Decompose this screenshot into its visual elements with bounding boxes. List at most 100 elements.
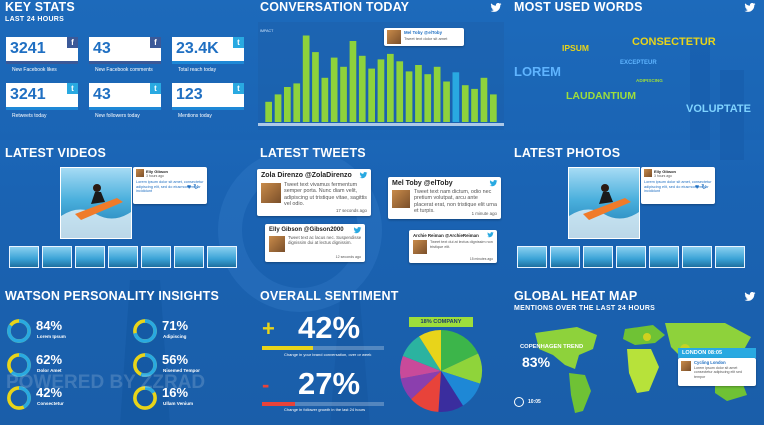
positive-sign: + [262, 316, 275, 341]
insight-percent: 16% [162, 385, 189, 400]
chart-tweet-bubble[interactable]: Mel Toby @elToby Tweet text dolor sit am… [384, 28, 464, 46]
stat-tile: 43 f New Facebook comments [89, 37, 161, 73]
popup-text: Lorem ipsum dolor sit amet consectetur a… [694, 366, 742, 379]
photo-info-card: Elly Gibson 3 hours ago Lorem ipsum dolo… [641, 167, 715, 204]
twitter-icon [353, 227, 362, 234]
tweet-card[interactable]: Archie Reiman @ArchieReiman Tweet text d… [409, 230, 497, 263]
stat-tile: 23.4K t Total reach today [172, 37, 244, 73]
bubble-name: Mel Toby @elToby [404, 30, 443, 35]
retweet-icon[interactable]: ↻ [701, 184, 707, 191]
pie-slice [400, 355, 441, 379]
donut-gauge [7, 353, 31, 377]
tweet-time: 1 minute ago [471, 211, 497, 216]
tweet-time: 12 seconds ago [335, 255, 361, 259]
negative-bar-track [262, 402, 384, 406]
insight-percent: 56% [162, 352, 189, 367]
twitter-icon[interactable]: ♥ [187, 184, 192, 191]
positive-bar-track [262, 346, 384, 350]
trend-label: COPENHAGEN TREND [520, 344, 584, 350]
retweet-icon[interactable]: ↻ [193, 184, 199, 191]
latest-photos-title: LATEST PHOTOS [514, 146, 621, 160]
pie-slice [441, 330, 479, 371]
stat-label: Total reach today [178, 67, 217, 73]
chart-bar [330, 57, 338, 122]
video-thumbnail[interactable] [141, 246, 171, 268]
insight-percent: 84% [36, 318, 63, 333]
twitter-icon [489, 180, 498, 187]
donut-gauge [133, 353, 157, 377]
stat-label: Retweets today [12, 113, 47, 119]
donut-gauge [133, 386, 157, 410]
photo-thumbnail[interactable] [517, 246, 547, 268]
chart-bar [284, 87, 291, 122]
map-popup[interactable]: LONDON 08:05 Cycling London Lorem ipsum … [678, 348, 756, 386]
video-thumbnail[interactable] [9, 246, 39, 268]
stat-tile: 43 t New followers today [89, 83, 161, 119]
stat-label: New Facebook likes [12, 67, 57, 73]
insight-label: Ullam Venium [163, 401, 194, 406]
chart-bar [358, 55, 366, 122]
donut-gauge [133, 319, 157, 343]
sentiment-pie-chart [400, 330, 482, 413]
chart-bar [480, 77, 488, 122]
chart-bar [265, 101, 272, 122]
heart-icon[interactable]: ♥ [695, 184, 700, 191]
insight-label: Dolor Amet [37, 368, 62, 373]
tweet-card[interactable]: Mel Toby @elToby Tweet text nam dictum, … [388, 177, 501, 219]
popup-body: Cycling London Lorem ipsum dolor sit ame… [678, 358, 756, 386]
video-thumbnail[interactable] [108, 246, 138, 268]
photo-thumbnail[interactable] [583, 246, 613, 268]
most-used-words-title: MOST USED WORDS [514, 0, 643, 14]
social-icons: ♥ ↻ [695, 183, 715, 195]
video-thumbnail[interactable] [174, 246, 204, 268]
bubble-text: Tweet text dolor sit amet [404, 36, 448, 41]
video-thumbnail[interactable] [75, 246, 105, 268]
tweet-card[interactable]: Zola Direnzo @ZolaDirenzo Tweet text viv… [257, 169, 371, 216]
stat-value: 43 [93, 86, 111, 103]
word-item: IPSUM [562, 43, 589, 53]
avatar [261, 183, 281, 203]
donut-gauge [7, 386, 31, 410]
stat-value: 3241 [10, 40, 46, 57]
facebook-icon: f [67, 37, 78, 48]
chart-bar [490, 94, 497, 122]
chart-bar [321, 77, 329, 122]
chart-bar [349, 41, 357, 122]
chart-bar [293, 83, 301, 122]
word-item: CONSECTETUR [632, 36, 716, 48]
word-item: EXCEPTEUR [620, 60, 657, 66]
avatar [681, 361, 691, 371]
photo-preview[interactable] [568, 167, 640, 239]
photo-thumbnail[interactable] [649, 246, 679, 268]
pie-slice [419, 330, 441, 371]
insight-label: Adipiscing [163, 334, 187, 339]
stat-label: Mentions today [178, 113, 212, 119]
video-thumbnail[interactable] [207, 246, 237, 268]
insight-label: Consectetur [37, 401, 64, 406]
card-name: Elly Gibson [654, 169, 677, 174]
card-name: Elly Gibson [146, 169, 169, 174]
chart-bar [377, 59, 385, 122]
video-thumbnail[interactable] [42, 246, 72, 268]
negative-sign: - [262, 372, 270, 397]
photo-thumbnail[interactable] [715, 246, 745, 268]
stat-label: New followers today [95, 113, 140, 119]
avatar [644, 169, 652, 177]
chart-bar [340, 66, 347, 122]
photo-thumbnail[interactable] [682, 246, 712, 268]
twitter-icon [744, 292, 756, 301]
clock-icon [514, 397, 524, 407]
facebook-icon: f [150, 37, 161, 48]
video-preview[interactable] [60, 167, 132, 239]
photo-thumbnail[interactable] [616, 246, 646, 268]
stat-value: 23.4K [176, 40, 219, 57]
stat-tile: 123 t Mentions today [172, 83, 244, 119]
photo-thumbnail[interactable] [550, 246, 580, 268]
tweet-card[interactable]: Elly Gibson @Gibson2000 Tweet text ac la… [265, 224, 365, 262]
avatar [413, 240, 427, 254]
key-stats-subtitle: LAST 24 HOURS [5, 16, 65, 23]
stat-label: New Facebook comments [95, 67, 153, 73]
donut-gauge [7, 319, 31, 343]
card-time: 3 hours ago [146, 174, 164, 178]
tweet-author: Zola Direnzo @ZolaDirenzo [261, 172, 352, 179]
